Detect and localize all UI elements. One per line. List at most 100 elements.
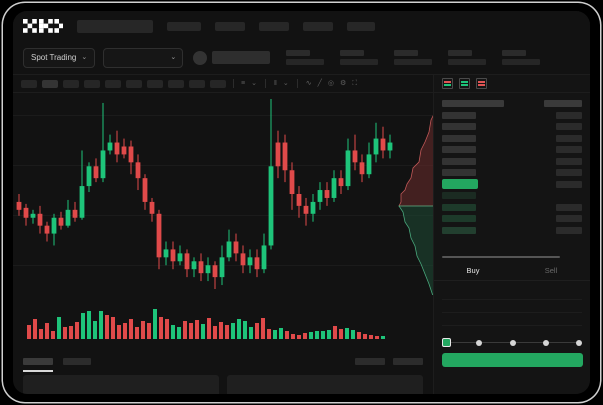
orders-tabs-right — [355, 357, 423, 365]
candle-body — [79, 186, 85, 218]
bids-list — [442, 190, 582, 236]
timeframe-button-5[interactable] — [105, 79, 121, 88]
amount-slider-step-50[interactable] — [509, 339, 516, 346]
bottom-card-right[interactable] — [227, 375, 423, 394]
nav-item-3[interactable] — [259, 21, 289, 31]
submit-buy-button[interactable] — [442, 353, 583, 367]
volume-bar — [261, 318, 265, 339]
volume-bar — [195, 320, 199, 339]
candle-body — [387, 142, 393, 151]
order-book-bid-row[interactable] — [442, 225, 582, 237]
amount-slider-step-25[interactable] — [476, 339, 483, 346]
amount-slider[interactable] — [442, 338, 583, 347]
timeframe-button-8[interactable] — [168, 79, 184, 88]
timeframe-button-6[interactable] — [126, 79, 142, 88]
timeframe-button-3[interactable] — [63, 79, 79, 88]
candle-body — [296, 194, 302, 206]
line-tool-icon[interactable]: ∿ — [305, 80, 312, 87]
order-book-scrollbar[interactable] — [442, 256, 560, 258]
order-book-ask-row[interactable] — [442, 110, 582, 122]
volume-bar — [303, 333, 307, 339]
timeframe-group — [21, 79, 226, 88]
market-type-dropdown[interactable]: Spot Trading ⌄ — [23, 47, 96, 68]
nav-item-4[interactable] — [303, 21, 333, 31]
amount-slider-step-100[interactable] — [576, 339, 582, 346]
timeframe-button-10[interactable] — [210, 79, 226, 88]
order-book-bid-row[interactable] — [442, 213, 582, 225]
volume-bar — [291, 334, 295, 339]
volume-bar — [135, 327, 139, 339]
volume-bar — [207, 318, 211, 339]
volume-bar — [249, 327, 253, 339]
volume-bar — [213, 326, 217, 339]
indicators-icon[interactable]: ≡ — [241, 80, 246, 87]
last-price-row — [442, 179, 582, 191]
orderbook-view-both-icon[interactable] — [442, 78, 453, 89]
timeframe-button-2[interactable] — [42, 79, 58, 88]
top-navigation-bar — [13, 11, 590, 41]
order-book-header-row — [442, 98, 582, 110]
stat-24h-volume-value — [502, 59, 541, 65]
nav-item-1[interactable] — [167, 21, 201, 31]
drawing-tools-group: ≡ ⌄ ‖ ⌄ ∿ ╱ ◎ ⚙ ⛶ — [241, 79, 357, 88]
volume-bar — [99, 311, 103, 339]
candle-body — [303, 205, 309, 214]
candle-body — [191, 261, 197, 270]
timeframe-button-9[interactable] — [189, 79, 205, 88]
stat-24h-high-value — [394, 59, 433, 65]
order-book-bid-row[interactable] — [442, 202, 582, 214]
brush-tool-icon[interactable]: ╱ — [317, 80, 322, 87]
indicators-chevron-down-icon[interactable]: ⌄ — [251, 80, 257, 87]
timeframe-button-4[interactable] — [84, 79, 100, 88]
tab-sell-label: Sell — [544, 266, 558, 275]
order-book-ask-row[interactable] — [442, 167, 582, 179]
nav-item-2[interactable] — [215, 21, 245, 31]
bottom-card-left[interactable] — [23, 375, 219, 394]
chart-type-icon[interactable]: ‖ — [273, 80, 277, 87]
volume-bar — [81, 313, 85, 339]
volume-bar — [231, 323, 235, 339]
volume-bar — [279, 328, 283, 339]
orderbook-view-asks-icon[interactable] — [476, 78, 487, 89]
stat-24h-volume — [502, 50, 541, 65]
order-book-bid-row[interactable] — [442, 190, 582, 202]
orders-action-1[interactable] — [355, 357, 385, 365]
timeframe-button-7[interactable] — [147, 79, 163, 88]
fullscreen-icon[interactable]: ⛶ — [352, 80, 358, 87]
stat-last-price-label — [286, 50, 311, 56]
magnet-icon[interactable]: ◎ — [327, 80, 334, 87]
volume-bar — [123, 323, 127, 339]
trading-pair-dropdown[interactable]: ⌄ — [103, 47, 184, 68]
order-book-ask-row[interactable] — [442, 144, 582, 156]
timeframe-button-1[interactable] — [21, 79, 37, 88]
candle-body — [86, 166, 92, 187]
orders-tab-1[interactable] — [23, 357, 53, 372]
volume-chart — [13, 299, 433, 351]
tab-sell[interactable]: Sell — [512, 261, 590, 280]
order-book-ask-row[interactable] — [442, 156, 582, 168]
candle-body — [359, 162, 365, 175]
global-search-input[interactable] — [77, 19, 153, 33]
volume-bar — [285, 331, 289, 339]
amount-slider-step-75[interactable] — [542, 339, 549, 346]
nav-item-5[interactable] — [347, 21, 375, 31]
okx-logo[interactable] — [23, 19, 63, 33]
settings-gear-icon[interactable]: ⚙ — [339, 80, 347, 87]
candle-body — [177, 253, 183, 262]
price-chart[interactable] — [13, 93, 433, 295]
candle-body — [44, 225, 50, 234]
orderbook-view-bids-icon[interactable] — [459, 78, 470, 89]
order-book-view-toggles — [434, 75, 590, 93]
order-book-ask-row[interactable] — [442, 133, 582, 145]
orders-action-2[interactable] — [393, 357, 423, 365]
form-divider-1 — [442, 299, 582, 300]
amount-slider-handle[interactable] — [442, 338, 451, 347]
candle-body — [219, 257, 225, 278]
candle-body — [30, 213, 36, 218]
tab-buy[interactable]: Buy — [434, 261, 512, 280]
orders-tab-2[interactable] — [63, 357, 91, 365]
order-book-ask-row[interactable] — [442, 121, 582, 133]
okx-logo-icon — [23, 19, 63, 33]
chart-type-chevron-down-icon[interactable]: ⌄ — [282, 80, 289, 87]
volume-bar — [51, 331, 55, 339]
